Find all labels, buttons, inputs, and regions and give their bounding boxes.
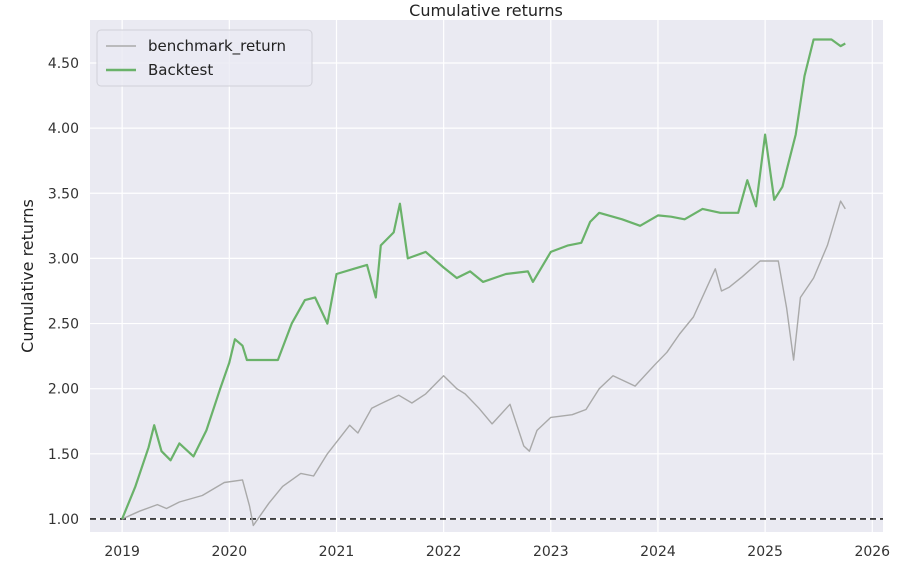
series-layer [121,38,846,527]
y-tick-label: 4.50 [48,56,79,72]
plot-area [90,20,883,532]
x-tick-label: 2025 [747,544,783,560]
series-line-backtest [121,38,846,520]
x-tick-label: 2019 [104,544,140,560]
y-tick-label: 1.50 [48,447,79,463]
series-line-benchmark-return [121,200,846,527]
legend: benchmark_return Backtest [96,29,313,87]
y-tick-label: 4.00 [48,121,79,137]
x-tick-label: 2022 [426,544,462,560]
y-tick-label: 2.00 [48,382,79,398]
y-tick-label: 1.00 [48,512,79,528]
chart-title: Cumulative returns [409,1,563,20]
x-axis-ticks: 2019 2020 2021 2022 2023 2024 2025 2026 [104,544,890,560]
x-tick-label: 2021 [319,544,355,560]
y-tick-label: 3.50 [48,186,79,202]
y-axis-label: Cumulative returns [18,199,37,353]
y-tick-label: 2.50 [48,317,79,333]
y-tick-label: 3.00 [48,251,79,267]
x-tick-label: 2026 [854,544,890,560]
legend-label: Backtest [148,61,213,79]
x-tick-label: 2020 [211,544,247,560]
legend-box [96,29,313,87]
x-tick-label: 2023 [533,544,569,560]
y-axis-ticks: 1.00 1.50 2.00 2.50 3.00 3.50 4.00 4.50 [48,56,79,528]
legend-label: benchmark_return [148,37,286,56]
x-tick-label: 2024 [640,544,676,560]
